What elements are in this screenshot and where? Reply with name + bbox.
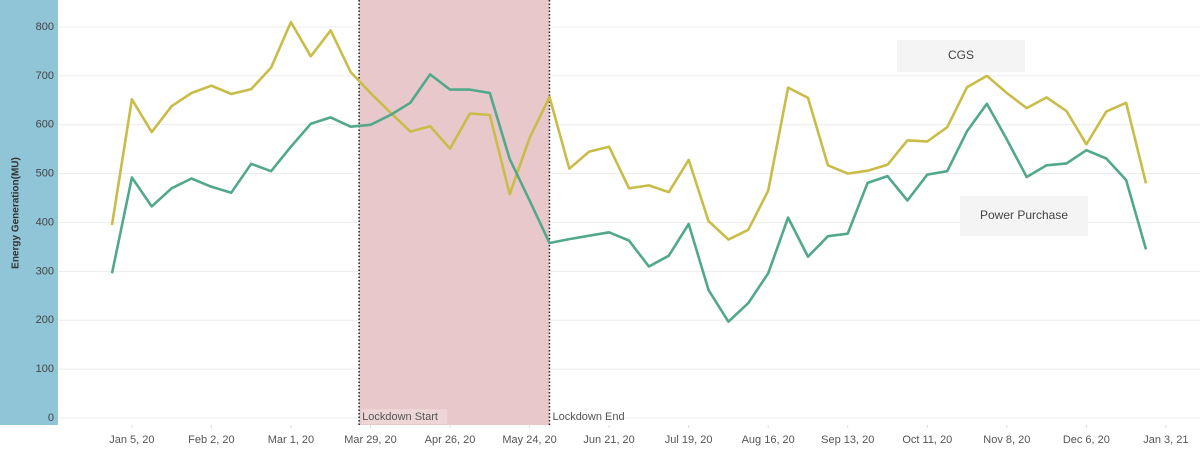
y-tick-label: 300 (36, 265, 54, 277)
y-tick-label: 200 (36, 314, 54, 326)
series-line (110, 73, 1148, 323)
series-line (110, 20, 1148, 241)
x-tick-label: Jun 21, 20 (583, 434, 634, 446)
x-tick-label: Jan 3, 21 (1143, 434, 1188, 446)
annotation-bg (361, 409, 448, 424)
x-tick-label: Apr 26, 20 (425, 434, 476, 446)
x-tick-label: Mar 1, 20 (268, 434, 314, 446)
y-axis-label: Energy Generation(MU) (11, 157, 22, 269)
y-tick-label: 500 (36, 168, 54, 180)
y-tick-label: 800 (36, 21, 54, 33)
series-label-box (960, 196, 1088, 236)
series-label-box (897, 40, 1025, 72)
x-tick-label: Dec 6, 20 (1063, 434, 1110, 446)
y-axis-band (0, 0, 58, 425)
y-tick-label: 600 (36, 119, 54, 131)
y-tick-label: 700 (36, 70, 54, 82)
x-tick-label: Aug 16, 20 (742, 434, 795, 446)
x-tick-label: Feb 2, 20 (188, 434, 234, 446)
x-tick-label: Jul 19, 20 (665, 434, 713, 446)
y-tick-label: 100 (36, 363, 54, 375)
annotation: Lockdown End (552, 411, 624, 423)
x-tick-label: Jan 5, 20 (109, 434, 154, 446)
annotation: Lockdown Start (362, 411, 438, 423)
x-tick-label: Mar 29, 20 (344, 434, 397, 446)
x-tick-label: Sep 13, 20 (821, 434, 874, 446)
y-tick-label: 400 (36, 216, 54, 228)
annotation-bg (551, 409, 638, 424)
series-label: Power Purchase (980, 208, 1068, 222)
x-tick-label: Nov 8, 20 (983, 434, 1030, 446)
x-tick-label: May 24, 20 (502, 434, 556, 446)
series-label: CGS (948, 48, 974, 62)
lockdown-period (359, 0, 550, 425)
y-tick-label: 0 (48, 412, 54, 424)
x-tick-label: Oct 11, 20 (902, 434, 952, 446)
